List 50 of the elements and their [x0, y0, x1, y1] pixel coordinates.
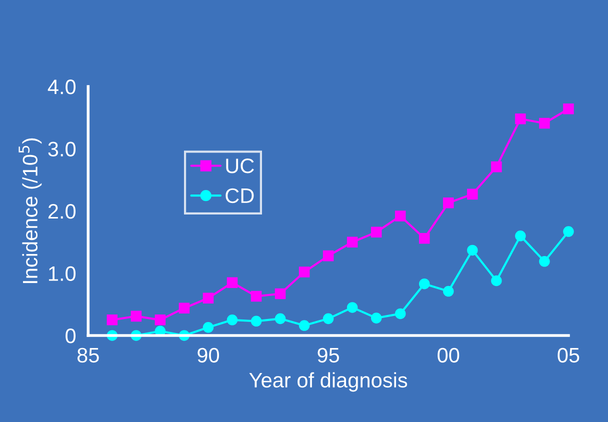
- point: [322, 313, 334, 324]
- point: [274, 288, 286, 300]
- legend-label: UC: [226, 158, 254, 174]
- point: [563, 226, 574, 237]
- point: [394, 210, 406, 222]
- point: [370, 226, 382, 238]
- point: [106, 314, 118, 326]
- point: [346, 236, 358, 248]
- point: [226, 314, 238, 326]
- point: [419, 278, 430, 290]
- y-tick-label: 1.0: [48, 266, 76, 281]
- point: [467, 188, 478, 200]
- point: [539, 256, 550, 267]
- point: [563, 104, 574, 114]
- point: [394, 308, 406, 320]
- x-tick-label: 90: [198, 348, 220, 363]
- point: [226, 277, 238, 288]
- x-tick-label: 00: [438, 348, 460, 363]
- point: [154, 314, 166, 326]
- point: [515, 230, 526, 242]
- point: [467, 244, 478, 256]
- point: [178, 302, 190, 314]
- y-tick-label: 4.0: [48, 80, 76, 94]
- point: [250, 290, 262, 302]
- point: [491, 275, 502, 286]
- y-tick-label: 3.0: [48, 142, 76, 157]
- point: [298, 320, 310, 331]
- point: [202, 292, 214, 304]
- x-axis-title: Year of diagnosis: [249, 372, 408, 392]
- x-tick-label: 85: [77, 348, 99, 363]
- point: [298, 266, 310, 278]
- point: [322, 250, 334, 262]
- point: [370, 312, 382, 324]
- y-tick-label: 2.0: [48, 204, 76, 219]
- point: [443, 286, 454, 297]
- point: [202, 322, 214, 333]
- x-tick-label: 95: [318, 348, 340, 363]
- point: [274, 313, 286, 324]
- point: [250, 316, 262, 327]
- point: [539, 118, 550, 129]
- point: [515, 113, 526, 124]
- point: [443, 198, 454, 208]
- point: [130, 310, 142, 322]
- x-tick-label: 05: [558, 348, 580, 363]
- point: [419, 233, 430, 244]
- point: [346, 302, 358, 313]
- legend-label: CD: [226, 188, 254, 204]
- y-tick-label: 0: [66, 328, 76, 344]
- point: [491, 161, 502, 172]
- y-axis-title: Incidence (/10$^{5}$): [18, 138, 42, 284]
